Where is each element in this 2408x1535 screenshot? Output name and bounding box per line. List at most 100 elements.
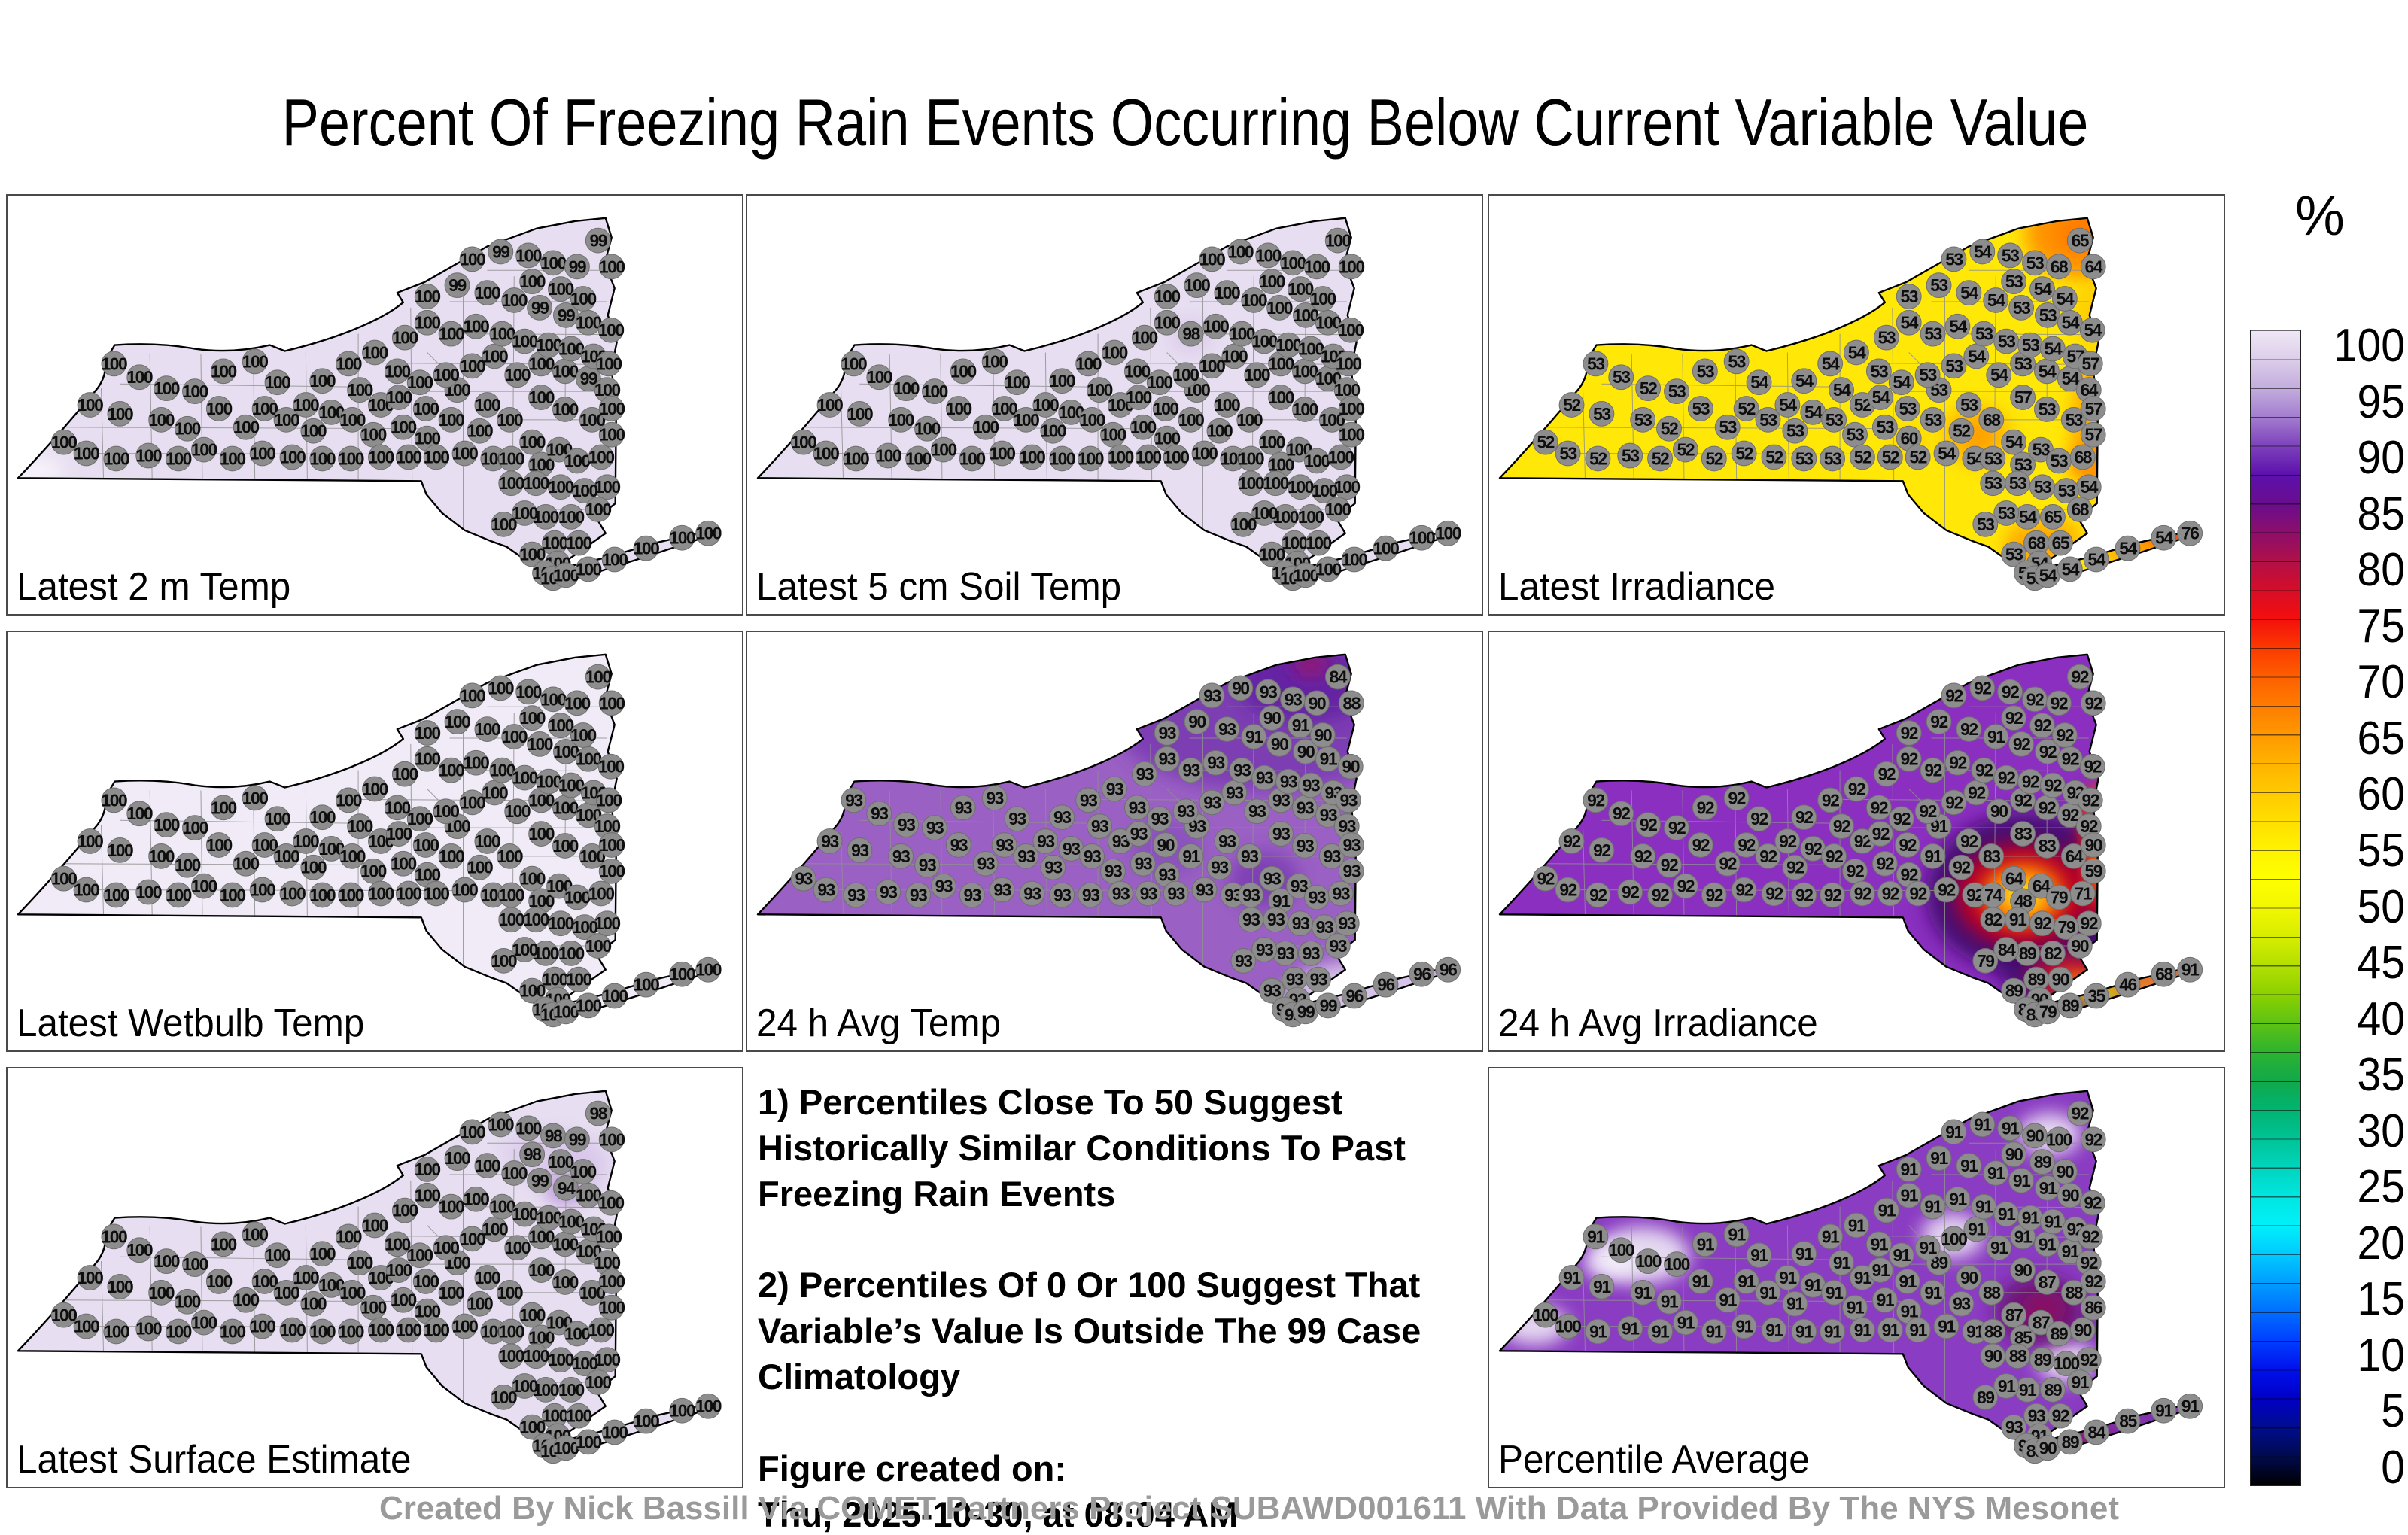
svg-text:100: 100 (336, 1226, 361, 1246)
svg-text:100: 100 (1312, 481, 1337, 500)
svg-text:100: 100 (460, 792, 485, 812)
svg-text:100: 100 (1310, 289, 1336, 309)
svg-text:54: 54 (2045, 339, 2063, 359)
svg-text:100: 100 (78, 1268, 103, 1287)
svg-text:89: 89 (2051, 1324, 2068, 1343)
svg-text:90: 90 (1188, 712, 1206, 731)
svg-text:100: 100 (445, 712, 470, 731)
svg-text:93: 93 (1044, 858, 1062, 877)
svg-text:54: 54 (2155, 528, 2173, 548)
svg-text:92: 92 (1634, 847, 1652, 866)
svg-text:100: 100 (78, 831, 103, 851)
svg-text:65: 65 (2072, 231, 2090, 251)
svg-text:91: 91 (2013, 1171, 2031, 1190)
svg-text:100: 100 (233, 854, 259, 874)
svg-text:100: 100 (1154, 287, 1180, 306)
svg-text:93: 93 (1297, 836, 1314, 856)
svg-text:100: 100 (552, 1272, 578, 1292)
svg-text:92: 92 (1899, 835, 1916, 855)
panel-label-24h-avg-irradiance: 24 h Avg Irradiance (1498, 1002, 1818, 1045)
svg-text:100: 100 (78, 395, 103, 415)
svg-text:93: 93 (847, 885, 865, 904)
svg-text:92: 92 (1719, 854, 1736, 874)
svg-text:90: 90 (1984, 1346, 2002, 1366)
svg-text:93: 93 (1235, 951, 1252, 971)
svg-text:92: 92 (1919, 801, 1936, 821)
svg-text:54: 54 (1960, 283, 1978, 302)
svg-text:68: 68 (2072, 500, 2090, 519)
svg-text:100: 100 (265, 809, 290, 828)
colorbar-tick-20: 20 (2357, 1217, 2405, 1269)
svg-text:93: 93 (1338, 913, 1355, 933)
svg-text:100: 100 (126, 804, 152, 823)
figure-title: Percent Of Freezing Rain Events Occurrin… (281, 85, 2089, 160)
svg-text:93: 93 (1277, 944, 1294, 963)
map-latest-surface-estimate: 100 100 100 100 100 100 100 100 100 100 100 100 100 1… (8, 1068, 742, 1487)
svg-text:91: 91 (2039, 1178, 2057, 1198)
svg-text:84: 84 (1330, 667, 1348, 687)
svg-text:54: 54 (1779, 395, 1797, 415)
svg-text:100: 100 (439, 847, 464, 866)
svg-text:100: 100 (309, 1321, 335, 1341)
svg-text:91: 91 (1589, 1321, 1607, 1341)
svg-text:100: 100 (598, 1193, 624, 1213)
svg-text:92: 92 (1640, 815, 1657, 834)
svg-text:54: 54 (1974, 242, 1992, 261)
svg-text:100: 100 (501, 727, 527, 746)
svg-text:92: 92 (2084, 693, 2102, 713)
svg-text:91: 91 (1987, 727, 2005, 746)
svg-text:100: 100 (1102, 342, 1127, 362)
panel-label-latest-surface-estimate: Latest Surface Estimate (17, 1438, 412, 1482)
svg-text:100: 100 (847, 404, 873, 424)
svg-text:91: 91 (2002, 1118, 2020, 1138)
svg-text:100: 100 (265, 1245, 290, 1265)
svg-text:54: 54 (1750, 372, 1768, 392)
svg-text:92: 92 (2026, 689, 2044, 709)
svg-text:90: 90 (1263, 708, 1281, 728)
svg-text:53: 53 (1871, 361, 1888, 381)
svg-text:100: 100 (1339, 399, 1364, 418)
svg-text:93: 93 (1105, 862, 1122, 881)
svg-text:91: 91 (1987, 1163, 2005, 1183)
svg-text:53: 53 (1877, 418, 1894, 437)
svg-text:92: 92 (1706, 885, 1723, 904)
svg-text:92: 92 (1692, 835, 1710, 855)
svg-text:92: 92 (1998, 768, 2015, 788)
svg-text:71: 71 (2075, 883, 2093, 903)
svg-text:100: 100 (74, 1317, 99, 1336)
svg-text:100: 100 (464, 753, 489, 773)
svg-text:100: 100 (497, 847, 522, 866)
svg-text:100: 100 (491, 1388, 516, 1407)
svg-text:100: 100 (585, 500, 611, 519)
svg-text:100: 100 (1409, 528, 1434, 548)
panel-percentile-average: 91 100 91 91 100 100 91 91 91 91 91 100 100 91 91 91 91 9… (1488, 1067, 2225, 1488)
svg-text:100: 100 (512, 940, 537, 959)
svg-text:100: 100 (413, 399, 439, 418)
svg-text:68: 68 (2051, 257, 2069, 276)
svg-text:93: 93 (1218, 831, 1236, 851)
svg-text:91: 91 (1759, 1283, 1777, 1302)
svg-text:91: 91 (1826, 1283, 1844, 1302)
panel-notes: 1) Percentiles Close To 50 Suggest Histo… (746, 1067, 1483, 1534)
svg-text:100: 100 (220, 885, 245, 904)
svg-text:91: 91 (1593, 1277, 1611, 1296)
svg-text:53: 53 (1634, 410, 1652, 430)
svg-text:92: 92 (2084, 1272, 2102, 1291)
svg-text:90: 90 (1990, 801, 2008, 821)
svg-text:100: 100 (922, 381, 947, 401)
colorbar-tick-65: 65 (2357, 712, 2405, 764)
svg-text:92: 92 (1559, 880, 1576, 900)
svg-text:91: 91 (1949, 1190, 1967, 1209)
svg-text:92: 92 (1826, 847, 1843, 866)
svg-text:90: 90 (1297, 742, 1315, 761)
svg-text:100: 100 (572, 1354, 597, 1373)
svg-text:100: 100 (482, 783, 507, 802)
svg-text:93: 93 (926, 818, 944, 837)
svg-text:92: 92 (1949, 753, 1966, 773)
svg-text:92: 92 (1822, 790, 1839, 810)
svg-text:100: 100 (433, 801, 459, 821)
svg-text:100: 100 (309, 885, 335, 904)
svg-text:82: 82 (2045, 944, 2062, 963)
svg-text:100: 100 (1238, 473, 1263, 493)
svg-text:100: 100 (74, 444, 99, 464)
